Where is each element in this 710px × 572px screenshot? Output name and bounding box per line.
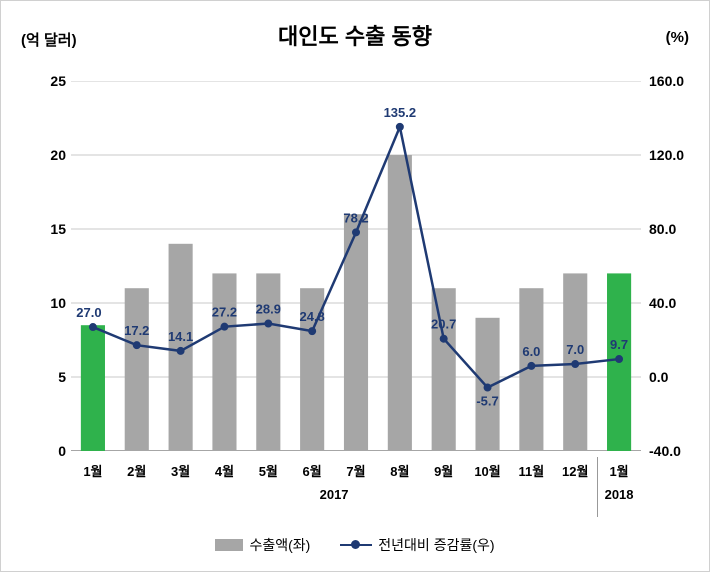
bar	[432, 288, 456, 451]
line-marker	[615, 355, 623, 363]
line-marker	[177, 347, 185, 355]
line-marker	[89, 323, 97, 331]
x-tick: 12월	[553, 461, 597, 480]
line-value-label: 7.0	[566, 342, 584, 357]
x-tick: 3월	[159, 461, 203, 480]
bar	[81, 325, 105, 451]
line-marker	[264, 320, 272, 328]
y-tick-right: -40.0	[649, 443, 709, 459]
line-value-label: 27.2	[212, 305, 237, 320]
y-tick-left: 20	[16, 147, 66, 163]
bar	[388, 155, 412, 451]
x-year-label: 2017	[71, 487, 597, 502]
left-axis-label: (억 달러)	[21, 29, 77, 50]
bar	[212, 273, 236, 451]
x-tick: 8월	[378, 461, 422, 480]
line-value-label: 28.9	[256, 302, 281, 317]
y-tick-left: 5	[16, 369, 66, 385]
y-tick-right: 160.0	[649, 73, 709, 89]
y-tick-left: 15	[16, 221, 66, 237]
x-tick: 7월	[334, 461, 378, 480]
line-value-label: 24.8	[299, 309, 324, 324]
x-tick: 11월	[509, 461, 553, 480]
y-tick-left: 25	[16, 73, 66, 89]
legend-label: 수출액(좌)	[249, 535, 310, 555]
right-axis-label: (%)	[666, 29, 689, 46]
chart-title: 대인도 수출 동향	[1, 19, 709, 51]
y-tick-right: 40.0	[649, 295, 709, 311]
x-tick: 4월	[203, 461, 247, 480]
legend-item: 전년대비 증감률(우)	[340, 535, 494, 555]
x-tick: 9월	[422, 461, 466, 480]
line-value-label: -5.7	[476, 394, 498, 409]
legend: 수출액(좌) 전년대비 증감률(우)	[1, 535, 709, 555]
y-tick-left: 0	[16, 443, 66, 459]
line-value-label: 27.0	[76, 305, 101, 320]
line-marker	[308, 327, 316, 335]
line-marker	[571, 360, 579, 368]
legend-item: 수출액(좌)	[215, 535, 310, 555]
line-value-label: 14.1	[168, 329, 193, 344]
line-marker	[484, 384, 492, 392]
y-tick-right: 0.0	[649, 369, 709, 385]
x-tick: 1월	[71, 461, 115, 480]
line-value-label: 9.7	[610, 337, 628, 352]
line-marker	[527, 362, 535, 370]
x-tick: 2월	[115, 461, 159, 480]
line-value-label: 20.7	[431, 317, 456, 332]
line-marker	[396, 123, 404, 131]
x-tick: 1월	[597, 461, 641, 480]
line-marker	[220, 323, 228, 331]
y-tick-right: 80.0	[649, 221, 709, 237]
line-value-label: 6.0	[522, 344, 540, 359]
line-value-label: 17.2	[124, 323, 149, 338]
x-tick: 6월	[290, 461, 334, 480]
plot-area: 27.0 17.2 14.1 27.2 28.9 24.8 78.2 135.2 20.7 -5.…	[71, 81, 641, 451]
y-tick-right: 120.0	[649, 147, 709, 163]
bar	[125, 288, 149, 451]
x-tick: 10월	[466, 461, 510, 480]
x-year-label: 2018	[597, 487, 641, 502]
chart-container: 대인도 수출 동향 (억 달러) (%) 27.0 17.2 14.1 27.2 28.…	[0, 0, 710, 572]
y-tick-left: 10	[16, 295, 66, 311]
line-value-label: 135.2	[384, 105, 417, 120]
line-marker	[352, 228, 360, 236]
line-marker	[440, 335, 448, 343]
legend-label: 전년대비 증감률(우)	[378, 535, 494, 555]
x-tick: 5월	[246, 461, 290, 480]
line-value-label: 78.2	[343, 210, 368, 225]
line-marker	[133, 341, 141, 349]
bar	[256, 273, 280, 451]
legend-swatch-line	[340, 544, 372, 546]
legend-swatch-bar	[215, 539, 243, 551]
